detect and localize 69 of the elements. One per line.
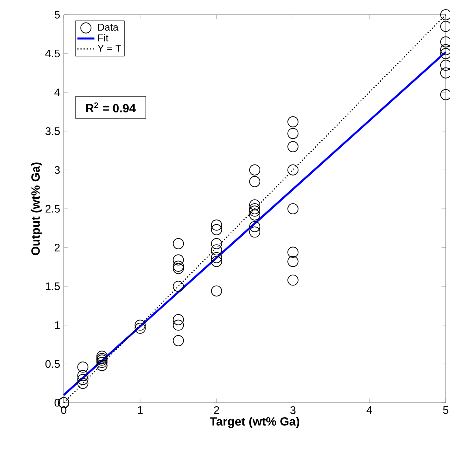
point	[249, 221, 261, 232]
x-tick-label: 1	[138, 406, 143, 414]
point	[440, 44, 450, 56]
point	[173, 254, 184, 266]
point	[288, 274, 299, 286]
y-tick-label: 2.5	[46, 205, 60, 213]
point	[249, 203, 261, 215]
annotation: R$^{2}$ = 0.94	[86, 102, 136, 113]
legend-label: Data	[98, 24, 119, 31]
y-tick-label: 2	[54, 244, 60, 252]
point	[96, 360, 108, 372]
point	[440, 9, 450, 21]
point	[78, 378, 89, 390]
point	[288, 203, 299, 215]
point	[211, 252, 222, 264]
point	[96, 357, 108, 368]
point	[288, 128, 299, 140]
point	[173, 314, 184, 326]
point	[78, 362, 89, 373]
y-tick-label: 3.5	[46, 128, 60, 136]
point	[96, 350, 108, 362]
x-tick-label: 5	[443, 406, 449, 414]
point	[173, 335, 184, 346]
point	[288, 116, 299, 128]
point	[249, 164, 261, 176]
x-tick-label: 4	[366, 406, 372, 414]
point	[249, 176, 261, 188]
point	[211, 256, 222, 268]
point	[134, 320, 146, 331]
point	[173, 281, 184, 292]
y-tick-label: 1.5	[46, 282, 60, 290]
point	[440, 48, 450, 60]
point	[249, 200, 261, 211]
point	[288, 141, 299, 152]
y-tick-label: 3	[54, 166, 60, 174]
y-tick-label: 4	[54, 88, 60, 96]
point	[440, 21, 450, 32]
y-axis-title: Output (wt% Ga)	[31, 162, 42, 256]
y-tick-label: 5	[54, 11, 60, 19]
point	[288, 246, 299, 258]
point	[249, 226, 261, 238]
x-axis-title: Target (wt% Ga)	[210, 417, 300, 428]
x-tick-label: 3	[290, 406, 296, 414]
point	[440, 36, 450, 48]
point	[440, 89, 450, 100]
point	[211, 286, 222, 297]
y-tick-label: 1	[55, 322, 60, 330]
legend-label: Fit	[98, 34, 109, 42]
point	[78, 370, 89, 382]
y-tick-label: 4.5	[45, 50, 60, 58]
point	[440, 60, 450, 71]
point	[288, 164, 299, 176]
point	[249, 210, 261, 221]
point	[173, 260, 184, 272]
point	[211, 238, 222, 250]
point	[288, 256, 299, 268]
legend-label: Y = T	[98, 45, 122, 52]
point	[134, 322, 146, 334]
y-tick-label: 0.5	[46, 360, 60, 368]
point	[440, 68, 450, 79]
point	[173, 238, 184, 250]
point	[173, 263, 184, 274]
point	[78, 374, 89, 386]
point	[211, 244, 222, 256]
point	[173, 320, 184, 331]
point	[249, 206, 261, 217]
x-tick-label: 2	[214, 406, 220, 414]
point	[211, 220, 222, 231]
point	[211, 224, 222, 236]
